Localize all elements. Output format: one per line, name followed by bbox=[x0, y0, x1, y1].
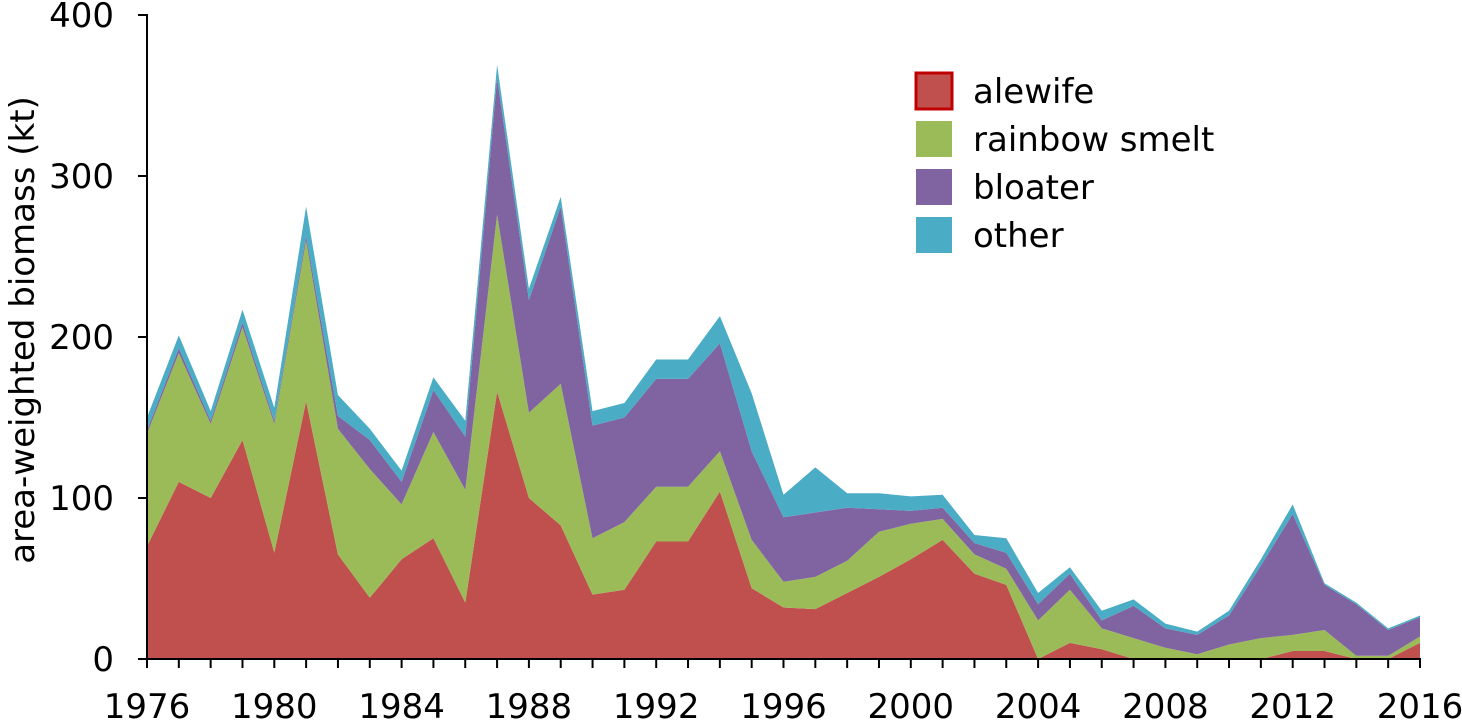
y-tick-label: 400 bbox=[49, 0, 114, 36]
area-rainbow-smelt bbox=[147, 214, 1420, 659]
legend-swatch bbox=[916, 169, 952, 205]
y-axis-ticks: 0 100 200 300 400 bbox=[49, 0, 147, 680]
area-layers bbox=[147, 64, 1420, 659]
y-tick-label: 0 bbox=[92, 640, 114, 680]
legend-label: other bbox=[973, 216, 1064, 256]
x-tick-label: 1980 bbox=[231, 687, 318, 727]
y-tick-label: 300 bbox=[49, 157, 114, 197]
legend-item-alewife: alewife bbox=[914, 71, 1094, 112]
y-axis-label: area-weighted biomass (kt) bbox=[3, 96, 43, 564]
x-axis-ticks: 1976 1980 1984 1988 1992 1996 2000 2004 2008 2012… bbox=[104, 659, 1462, 727]
x-tick-label: 2016 bbox=[1377, 687, 1462, 727]
legend: alewife rainbow smelt bloater other bbox=[914, 71, 1214, 256]
x-tick-label: 2012 bbox=[1249, 687, 1336, 727]
x-tick-label: 2004 bbox=[995, 687, 1082, 727]
y-tick-label: 200 bbox=[49, 318, 114, 358]
x-tick-label: 1984 bbox=[358, 687, 445, 727]
legend-label: alewife bbox=[973, 72, 1094, 112]
x-tick-label: 2000 bbox=[868, 687, 955, 727]
legend-swatch bbox=[916, 217, 952, 253]
area-alewife bbox=[147, 391, 1420, 659]
legend-swatch bbox=[914, 71, 954, 111]
legend-label: rainbow smelt bbox=[973, 120, 1214, 160]
area-bloater bbox=[147, 77, 1420, 656]
x-tick-label: 1976 bbox=[104, 687, 191, 727]
legend-swatch bbox=[916, 121, 952, 157]
x-tick-label: 2008 bbox=[1122, 687, 1209, 727]
x-tick-label: 1992 bbox=[613, 687, 700, 727]
legend-item-bloater: bloater bbox=[916, 168, 1094, 208]
legend-label: bloater bbox=[973, 168, 1094, 208]
x-tick-label: 1996 bbox=[740, 687, 827, 727]
legend-item-other: other bbox=[916, 216, 1064, 256]
y-tick-label: 100 bbox=[49, 479, 114, 519]
legend-item-rainbow-smelt: rainbow smelt bbox=[916, 120, 1214, 160]
x-tick-label: 1988 bbox=[486, 687, 573, 727]
